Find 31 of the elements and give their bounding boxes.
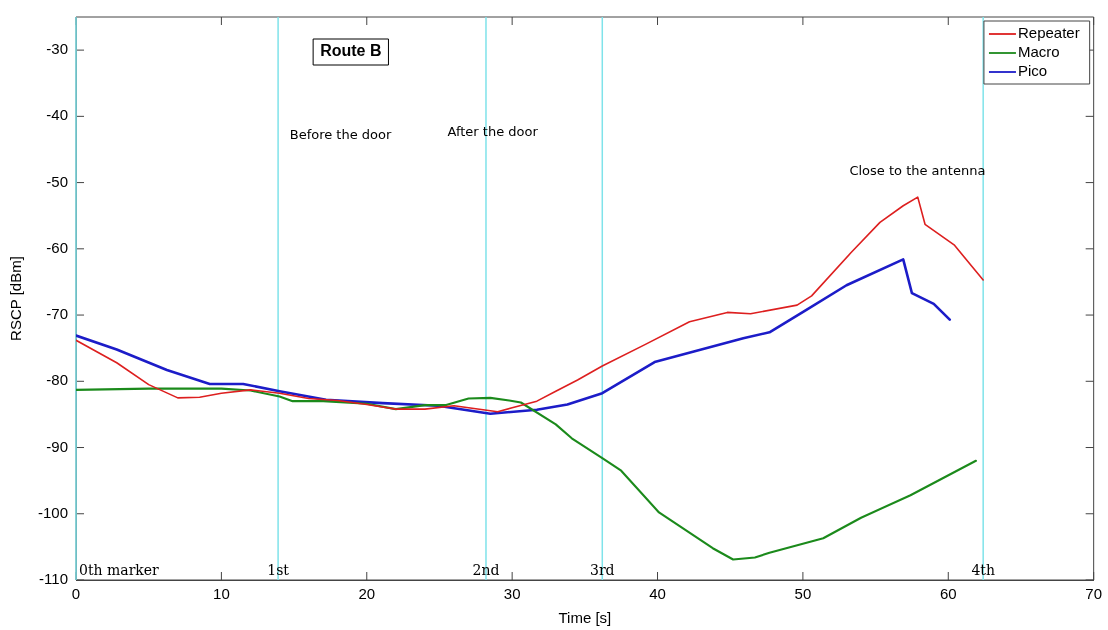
y-tick-label: -60 xyxy=(46,238,69,256)
x-axis-title: Time [s] xyxy=(558,609,612,627)
ref-line-label: 2nd xyxy=(472,561,500,578)
ref-line-label: 3rd xyxy=(590,561,615,578)
x-tick-label: 20 xyxy=(358,585,376,603)
y-axis-title: RSCP [dBm] xyxy=(7,256,25,341)
x-tick-label: 30 xyxy=(503,585,521,603)
annotation: Before the door xyxy=(289,126,392,142)
x-tick-label: 60 xyxy=(939,585,957,603)
x-tick-label: 40 xyxy=(649,585,666,603)
y-tick-label: -90 xyxy=(46,437,69,455)
legend-label: Pico xyxy=(1017,62,1048,80)
ref-line-label: 0th marker xyxy=(79,561,160,578)
x-tick-label: 50 xyxy=(794,585,812,603)
annotation: After the door xyxy=(447,123,539,139)
annotation: Close to the antenna xyxy=(849,163,986,179)
y-tick-label: -80 xyxy=(46,371,69,389)
legend-label: Macro xyxy=(1017,43,1060,61)
ref-line-label: 4th xyxy=(971,561,995,578)
y-tick-label: -40 xyxy=(46,106,69,124)
y-tick-label: -30 xyxy=(46,40,69,58)
x-tick-label: 10 xyxy=(213,585,230,603)
ref-line-label: 1st xyxy=(267,561,290,578)
x-tick-label: 70 xyxy=(1085,585,1102,603)
y-tick-label: -100 xyxy=(37,503,69,521)
y-tick-label: -50 xyxy=(46,172,69,190)
text: Route B xyxy=(320,42,382,60)
y-tick-label: -70 xyxy=(46,305,69,323)
x-tick-label: 0 xyxy=(71,585,81,603)
legend-label: Repeater xyxy=(1017,24,1080,42)
y-tick-label: -110 xyxy=(39,570,69,588)
